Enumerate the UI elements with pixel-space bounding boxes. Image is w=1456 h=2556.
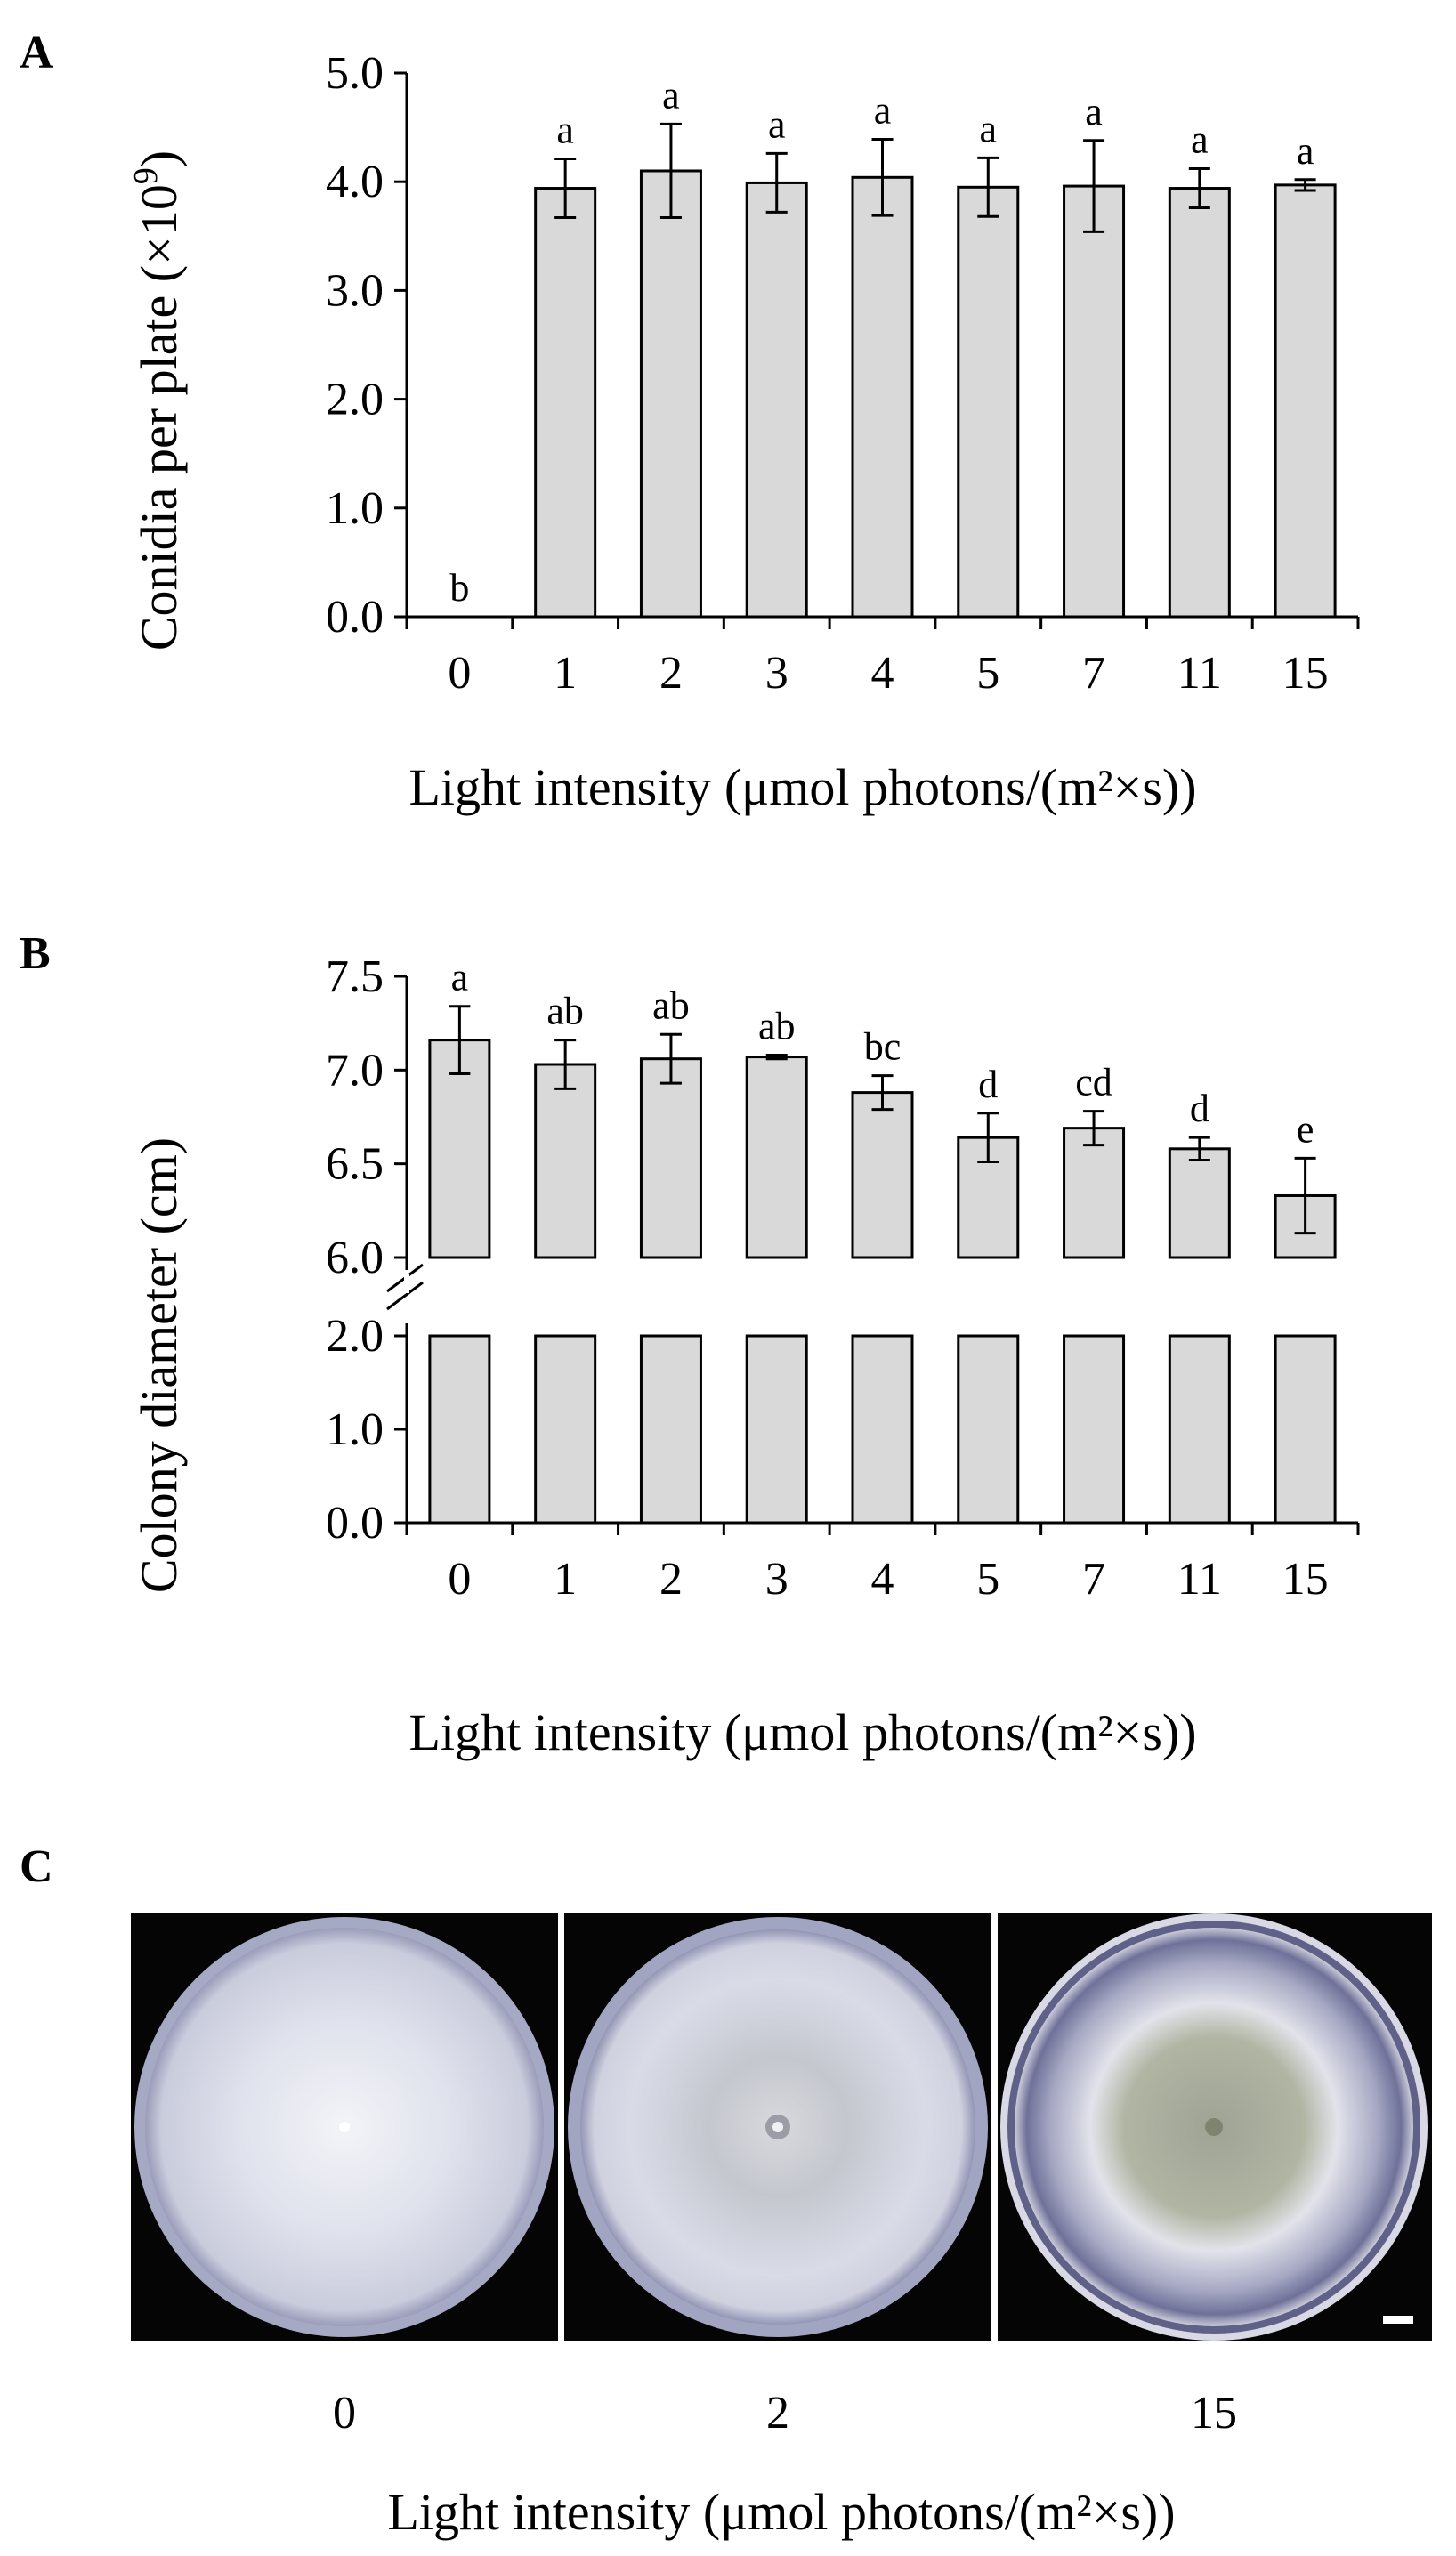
plate-photo-0 — [131, 1913, 558, 2341]
significance-letter: ab — [758, 1004, 796, 1047]
panel-c-xlabel: Light intensity (μmol photons/(m²×s)) — [387, 2483, 1175, 2541]
significance-letter: d — [1190, 1087, 1209, 1130]
chart-a-xlabel: Light intensity (μmol photons/(m²×s)) — [408, 758, 1196, 816]
bar-lower — [428, 1334, 491, 1525]
bar-lower — [957, 1334, 1020, 1525]
bar — [639, 169, 702, 619]
bar-lower — [534, 1334, 597, 1525]
bar-upper — [851, 1091, 914, 1259]
significance-letter: cd — [1075, 1061, 1112, 1104]
plate-label-2: 2 — [766, 2388, 789, 2439]
bar-upper — [639, 1057, 702, 1259]
chart-b-xlabel: Light intensity (μmol photons/(m²×s)) — [408, 1703, 1196, 1761]
y-tick-label: 0.0 — [326, 592, 384, 643]
significance-letter: ab — [546, 990, 584, 1033]
chart-b: 6.0 6.5 7.0 7.5 0.0 1.0 2.0 a 0 ab 1 ab 2 ab 3 bc 4 d 5 cd 7… — [326, 951, 1360, 1605]
bar — [1274, 183, 1337, 619]
chart-b-ylabel: Colony diameter (cm) — [130, 1137, 188, 1593]
significance-letter: a — [874, 89, 892, 133]
y-tick-label: 4.0 — [326, 157, 384, 207]
x-tick-label: 11 — [1177, 1554, 1222, 1605]
bar-lower — [1168, 1334, 1231, 1525]
y-tick-label: 7.5 — [326, 951, 384, 1002]
x-tick-label: 5 — [976, 1554, 999, 1605]
axis-break-mark — [386, 1281, 424, 1311]
x-tick-label: 1 — [554, 648, 577, 699]
x-tick-label: 11 — [1177, 648, 1222, 699]
panel-a-letter: A — [20, 28, 53, 78]
significance-letter: a — [1297, 129, 1314, 173]
y-tick-label: 1.0 — [326, 483, 384, 534]
bar — [1063, 184, 1126, 619]
significance-letter: a — [1191, 118, 1209, 162]
y-tick-label: 2.0 — [326, 1311, 384, 1362]
significance-letter: d — [978, 1063, 998, 1106]
chart-a: 0.0 1.0 2.0 3.0 4.0 5.0 b 0 a 1 a 2 a 3 a 4 a 5 a 7 a 11 a 15 — [326, 48, 1360, 699]
x-tick-label: 7 — [1082, 1554, 1105, 1605]
bar-lower — [851, 1334, 914, 1525]
x-tick-label: 3 — [765, 1554, 789, 1605]
y-tick-label: 6.5 — [326, 1139, 384, 1190]
significance-letter: ab — [652, 983, 690, 1027]
panel-b-letter: B — [20, 928, 51, 979]
plate-label-15: 15 — [1191, 2388, 1237, 2439]
scale-bar — [1383, 2316, 1413, 2324]
y-tick-label: 3.0 — [326, 265, 384, 316]
x-tick-label: 4 — [871, 648, 894, 699]
y-tick-label: 0.0 — [326, 1498, 384, 1549]
chart-a-ylabel: Conidia per plate (×109) — [127, 150, 188, 651]
bar — [957, 185, 1020, 619]
x-tick-label: 2 — [659, 648, 683, 699]
bar — [851, 175, 914, 619]
x-tick-label: 5 — [976, 648, 999, 699]
x-tick-label: 7 — [1082, 648, 1105, 699]
significance-letter: a — [556, 109, 574, 152]
y-tick-label: 1.0 — [326, 1404, 384, 1455]
y-tick-label: 2.0 — [326, 375, 384, 425]
bar-upper — [534, 1063, 597, 1259]
significance-letter: a — [451, 956, 469, 999]
significance-letter: a — [980, 107, 998, 150]
significance-letter: bc — [864, 1025, 902, 1069]
bar-lower — [639, 1334, 702, 1525]
significance-letter: e — [1297, 1107, 1314, 1151]
x-tick-label: 3 — [765, 648, 789, 699]
plate-photo-2 — [564, 1913, 991, 2341]
x-tick-label: 0 — [448, 648, 471, 699]
y-tick-label: 5.0 — [326, 48, 384, 99]
bar — [745, 181, 808, 619]
axis-break-gap — [404, 1274, 409, 1293]
x-tick-label: 1 — [554, 1554, 577, 1605]
x-tick-label: 0 — [448, 1554, 471, 1605]
x-tick-label: 4 — [871, 1554, 894, 1605]
bar-lower — [1274, 1334, 1337, 1525]
bar-upper — [1063, 1127, 1126, 1259]
y-tick-label: 7.0 — [326, 1045, 384, 1096]
significance-letter: a — [768, 102, 786, 146]
bar-lower — [745, 1334, 808, 1525]
panel-c-letter: C — [20, 1841, 53, 1892]
x-tick-label: 2 — [659, 1554, 683, 1605]
significance-letter: a — [662, 73, 680, 117]
bar — [534, 187, 597, 619]
y-tick-label: 6.0 — [326, 1233, 384, 1283]
plate-photo-15 — [998, 1913, 1432, 2341]
bar-lower — [1063, 1334, 1126, 1525]
plate-label-0: 0 — [333, 2388, 356, 2439]
bar-upper — [745, 1056, 808, 1259]
significance-letter: a — [1085, 90, 1103, 133]
bar-upper — [428, 1039, 491, 1259]
x-tick-label: 15 — [1282, 1554, 1329, 1605]
significance-letter: b — [449, 566, 469, 610]
x-tick-label: 15 — [1282, 648, 1329, 699]
bar — [1168, 187, 1231, 619]
bar-upper — [1168, 1147, 1231, 1259]
